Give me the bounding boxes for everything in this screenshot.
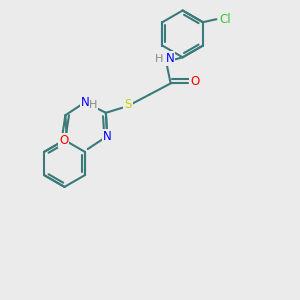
Text: O: O <box>190 75 199 88</box>
Text: S: S <box>124 98 132 111</box>
Text: Cl: Cl <box>219 13 231 26</box>
Text: O: O <box>59 134 68 147</box>
Text: N: N <box>81 96 89 109</box>
Text: H: H <box>89 100 98 110</box>
Text: N: N <box>165 52 174 65</box>
Text: H: H <box>155 54 164 64</box>
Text: N: N <box>103 130 112 142</box>
